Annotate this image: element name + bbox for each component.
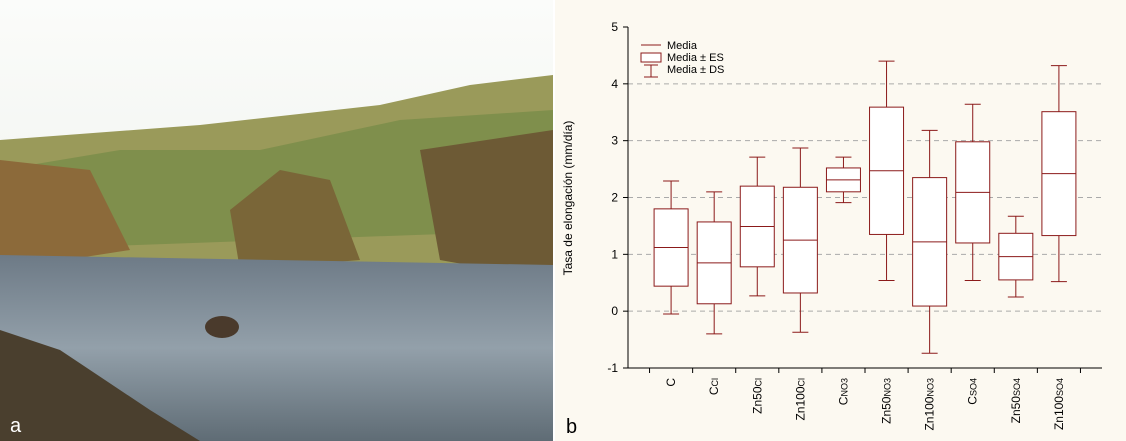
y-tick-label: 1 [611, 247, 618, 261]
photo-reeds-center [230, 170, 360, 270]
category-subscript: NO3 [926, 378, 936, 397]
x-tick-label: CSO4 [966, 378, 980, 405]
y-tick-label: 3 [611, 134, 618, 148]
category-name: Zn100 [1052, 396, 1066, 430]
x-tick-label: Zn100Cl [793, 378, 807, 421]
x-tick-label: C [664, 378, 678, 387]
x-tick-label: CCl [707, 378, 721, 395]
y-tick-label: 2 [611, 191, 618, 205]
category-name: Zn50 [750, 386, 764, 414]
x-tick-label: CNO3 [836, 378, 850, 405]
category-name: C [664, 378, 678, 387]
category-subscript: Cl [710, 378, 720, 387]
photo-bank [0, 330, 200, 441]
legend-box-symbol [640, 52, 662, 63]
y-tick-label: 5 [611, 20, 618, 34]
x-tick-label: Zn100NO3 [923, 378, 937, 431]
category-name: Zn100 [923, 396, 937, 430]
panel-label: b [566, 416, 577, 438]
category-name: C [707, 386, 721, 395]
photo-rock [205, 316, 239, 338]
category-subscript: Cl [753, 378, 763, 387]
category-subscript: SO4 [1055, 378, 1065, 396]
photo-reeds-left [0, 160, 130, 270]
legend-label: Media ± DS [667, 64, 724, 76]
legend-label: Media ± ES [667, 52, 724, 64]
y-axis-title: Tasa de elongación (mm/día) [561, 121, 575, 276]
legend-label: Media [667, 40, 698, 52]
plot: -1012345CCClZn50ClZn100ClCNO3Zn50NO3Zn10… [607, 20, 1102, 431]
panel-label: a [10, 415, 22, 437]
photo: a [0, 0, 553, 441]
y-tick-label: 4 [611, 77, 618, 91]
chart-panel [555, 0, 1126, 441]
category-name: C [836, 396, 850, 405]
category-subscript: NO3 [839, 378, 849, 397]
category-subscript: SO4 [1012, 378, 1022, 396]
category-subscript: Cl [796, 378, 806, 387]
category-name: C [966, 396, 980, 405]
x-tick-label: Zn50SO4 [1009, 378, 1023, 423]
category-subscript: NO3 [883, 378, 893, 397]
photo-reeds-right [420, 130, 553, 280]
y-tick-label: -1 [607, 361, 618, 375]
category-name: Zn50 [880, 396, 894, 424]
y-tick-label: 0 [611, 304, 618, 318]
photo-water [0, 255, 553, 441]
x-tick-label: Zn50Cl [750, 378, 764, 414]
x-tick-label: Zn100SO4 [1052, 378, 1066, 430]
x-tick-label: Zn50NO3 [880, 378, 894, 424]
category-name: Zn50 [1009, 396, 1023, 424]
category-name: Zn100 [793, 386, 807, 420]
category-subscript: SO4 [969, 378, 979, 396]
